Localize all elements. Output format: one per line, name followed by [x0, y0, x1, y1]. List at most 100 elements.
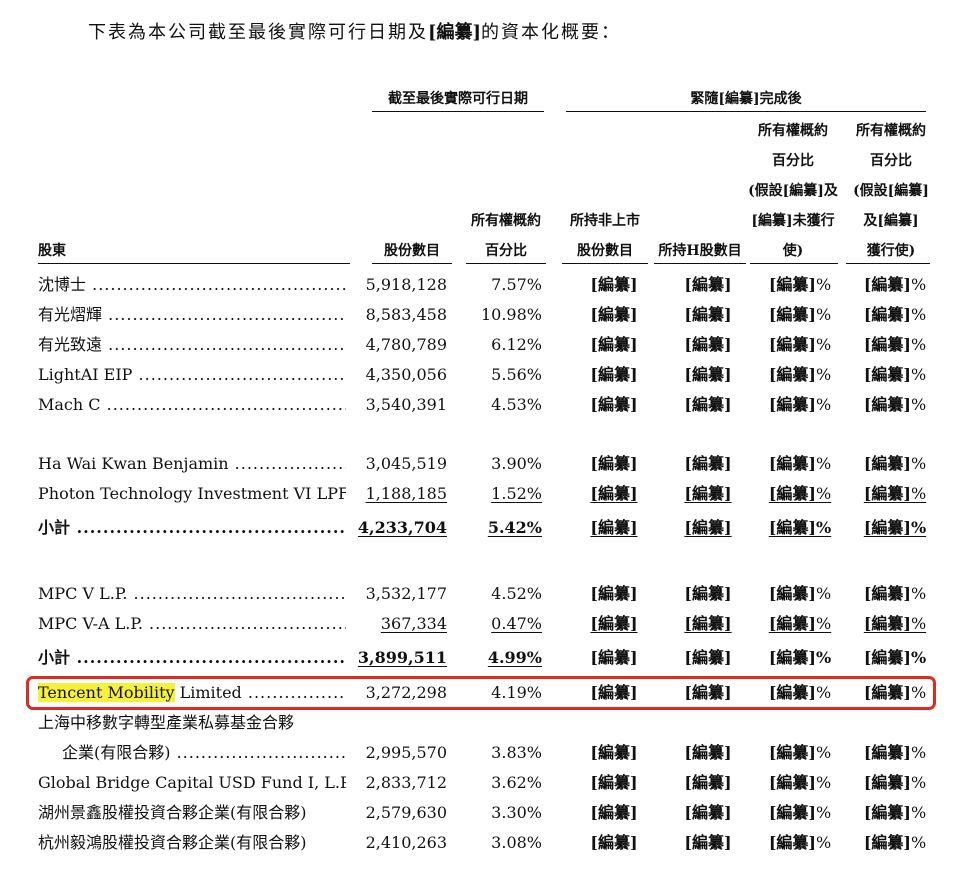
- redacted-cell: [編纂]: [590, 803, 638, 822]
- redacted-cell: [編纂]: [590, 743, 638, 762]
- header-shareholder: 股東: [38, 243, 66, 259]
- header-rule-own-b: [846, 263, 930, 264]
- header-own-b-2: 百分比: [870, 153, 912, 169]
- redacted-pct-cell: [編纂]%: [863, 395, 927, 414]
- header-rule-shareholder: [38, 263, 350, 264]
- redacted-pct-cell: [編纂]%: [768, 275, 832, 294]
- redacted-pct-cell: [編纂]%: [768, 648, 832, 667]
- pct-cell: 4.99%: [487, 648, 542, 667]
- redacted-pct-cell: [編纂]%: [863, 305, 927, 324]
- redacted-cell: [編纂]: [684, 683, 732, 702]
- redacted-cell: [編纂]: [684, 833, 732, 852]
- header-own-a-3: (假設[編纂]及: [748, 183, 838, 199]
- shares-cell: 2,995,570: [365, 743, 447, 762]
- redacted-pct-cell: [編纂]%: [768, 305, 832, 324]
- redacted-cell: [編纂]: [684, 803, 732, 822]
- header-rule-pct: [466, 263, 546, 264]
- redacted-cell: [編纂]: [684, 335, 732, 354]
- redacted-cell: [編纂]: [590, 275, 638, 294]
- pct-cell: 5.42%: [487, 518, 542, 537]
- table-row: Ha Wai Kwan Benjamin 3,045,519 3.90% [編纂…: [0, 449, 960, 479]
- group-header-current: 截至最後實際可行日期: [388, 91, 528, 107]
- redacted-cell: [編纂]: [590, 484, 638, 503]
- table-row: Global Bridge Capital USD Fund I, L.P. 2…: [0, 768, 960, 798]
- redacted-cell: [編纂]: [590, 683, 638, 702]
- redacted-pct-cell: [編纂]%: [863, 335, 927, 354]
- header-unlisted-line2: 股份數目: [577, 243, 633, 259]
- redacted-cell: [編纂]: [590, 773, 638, 792]
- redacted-pct-cell: [編纂]%: [863, 743, 927, 762]
- table-row: 有光致遠 4,780,789 6.12% [編纂] [編纂] [編纂]% [編纂…: [0, 330, 960, 360]
- pct-cell: 3.08%: [491, 833, 542, 852]
- redacted-pct-cell: [編纂]%: [768, 584, 832, 603]
- redacted-pct-cell: [編纂]%: [863, 365, 927, 384]
- redacted-pct-cell: [編纂]%: [768, 484, 832, 503]
- redacted-pct-cell: [編纂]%: [768, 683, 832, 702]
- redacted-cell: [編纂]: [684, 275, 732, 294]
- redacted-cell: [編纂]: [684, 395, 732, 414]
- header-own-a-1: 所有權概約: [758, 123, 828, 139]
- shares-cell: 4,233,704: [357, 518, 447, 537]
- shareholder-name: Photon Technology Investment VI LPF: [38, 479, 346, 509]
- header-pct-line1: 所有權概約: [471, 213, 541, 229]
- redacted-pct-cell: [編纂]%: [768, 518, 832, 537]
- header-own-a-4: [編纂]未獲行: [751, 213, 835, 229]
- redacted-pct-cell: [編纂]%: [768, 395, 832, 414]
- shares-cell: 3,899,511: [357, 648, 447, 667]
- shares-cell: 4,350,056: [365, 365, 447, 384]
- redacted-pct-cell: [編纂]%: [863, 803, 927, 822]
- pct-cell: 6.12%: [491, 335, 542, 354]
- redacted-cell: [編纂]: [590, 518, 638, 537]
- shares-cell: 3,540,391: [365, 395, 447, 414]
- shares-cell: 3,045,519: [365, 454, 447, 473]
- redacted-cell: [編纂]: [590, 648, 638, 667]
- redacted-cell: [編纂]: [590, 614, 638, 633]
- table-row: Photon Technology Investment VI LPF 1,18…: [0, 479, 960, 509]
- redacted-cell: [編纂]: [684, 454, 732, 473]
- table-row-name-continued: 上海中移數字轉型產業私募基金合夥: [0, 708, 960, 738]
- redacted-cell: [編纂]: [590, 395, 638, 414]
- pct-cell: 4.19%: [491, 683, 542, 702]
- shareholder-name: Ha Wai Kwan Benjamin: [38, 449, 346, 479]
- shareholder-name: LightAI EIP: [38, 360, 346, 390]
- redacted-pct-cell: [編纂]%: [863, 454, 927, 473]
- pct-cell: 0.47%: [491, 614, 542, 633]
- shareholder-name: 沈博士: [38, 270, 346, 300]
- shareholder-name: Tencent Mobility Limited: [38, 678, 346, 708]
- table-row: Mach C 3,540,391 4.53% [編纂] [編纂] [編纂]% […: [0, 390, 960, 420]
- header-own-b-3: (假設[編纂]: [853, 183, 929, 199]
- redacted-pct-cell: [編纂]%: [863, 683, 927, 702]
- table-row: 有光熠輝 8,583,458 10.98% [編纂] [編纂] [編纂]% [編…: [0, 300, 960, 330]
- redacted-pct-cell: [編纂]%: [768, 335, 832, 354]
- shareholder-name-line1: 上海中移數字轉型產業私募基金合夥: [38, 713, 295, 732]
- subtotal-label: 小計: [38, 513, 346, 543]
- header-own-b-1: 所有權概約: [856, 123, 926, 139]
- shareholder-name: MPC V L.P.: [38, 579, 346, 609]
- subtotal-row: 小計 4,233,704 5.42% [編纂] [編纂] [編纂]% [編纂]%: [0, 513, 960, 543]
- header-unlisted-line1: 所持非上市: [570, 213, 640, 229]
- header-own-b-5: 獲行使): [866, 243, 916, 259]
- header-rule-h-shares: [654, 263, 746, 264]
- redacted-pct-cell: [編纂]%: [863, 648, 927, 667]
- pct-cell: 4.53%: [491, 395, 542, 414]
- table-row: MPC V-A L.P. 367,334 0.47% [編纂] [編纂] [編纂…: [0, 609, 960, 639]
- header-own-a-5: 使): [782, 243, 804, 259]
- redacted-pct-cell: [編纂]%: [768, 773, 832, 792]
- pct-cell: 3.62%: [491, 773, 542, 792]
- shareholder-name: 有光熠輝: [38, 300, 346, 330]
- shares-cell: 4,780,789: [365, 335, 447, 354]
- header-rule-unlisted: [562, 263, 648, 264]
- header-own-a-2: 百分比: [772, 153, 814, 169]
- redacted-pct-cell: [編纂]%: [768, 365, 832, 384]
- table-row: LightAI EIP 4,350,056 5.56% [編纂] [編纂] [編…: [0, 360, 960, 390]
- redacted-cell: [編纂]: [684, 648, 732, 667]
- table-row: 沈博士 5,918,128 7.57% [編纂] [編纂] [編纂]% [編纂]…: [0, 270, 960, 300]
- redacted-pct-cell: [編纂]%: [863, 833, 927, 852]
- header-pct-line2: 百分比: [485, 243, 527, 259]
- intro-sentence: 下表為本公司截至最後實際可行日期及[編纂]的資本化概要：: [88, 18, 621, 44]
- redacted-pct-cell: [編纂]%: [863, 484, 927, 503]
- intro-redacted: [編纂]: [428, 22, 482, 43]
- group-header-after: 緊隨[編纂]完成後: [690, 91, 802, 107]
- redacted-pct-cell: [編纂]%: [863, 614, 927, 633]
